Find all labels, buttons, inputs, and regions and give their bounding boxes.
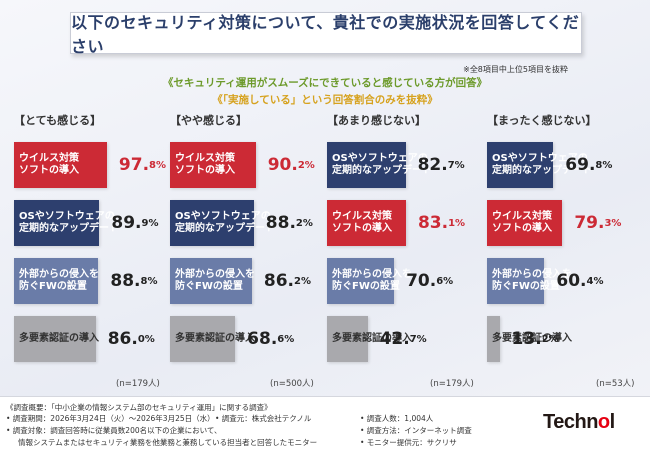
footer xyxy=(0,396,650,451)
bar xyxy=(487,258,545,304)
note: ※全8項目中上位5項目を抜粋 xyxy=(463,65,568,74)
bar-label: OSやソフトウェアの 定期的なアップデート xyxy=(492,153,592,176)
bar xyxy=(14,142,107,188)
bar xyxy=(327,142,406,188)
bar xyxy=(170,258,252,304)
bar xyxy=(170,200,254,246)
bar-label: 多要素認証の導入 xyxy=(332,333,412,344)
bar-row: 多要素認証の導入 13. 2% xyxy=(487,316,637,362)
group-label: 【やや感じる】 xyxy=(170,114,247,127)
value-label: 90. 2% xyxy=(267,155,315,175)
bar-label: ウイルス対策 ソフトの導入 xyxy=(19,153,79,176)
survey-subject-2: 情報システムまたはセキュリティ業務を他業務と兼務している担当者と回答したモニター xyxy=(18,438,318,447)
bar-row: ウイルス対策 ソフトの導入 97. 8% xyxy=(14,142,167,188)
bar-row: 多要素認証の導入 86. 0% xyxy=(14,316,164,362)
subtitle-2: 《「実施している」という回答割合のみを抜粋》 xyxy=(212,94,438,106)
bar xyxy=(327,258,395,304)
survey-title: 《調査概要：「中小企業の情報システム部のセキュリティ運用」に関する調査》 xyxy=(6,403,272,412)
bar xyxy=(487,200,563,246)
bar-label: 外部からの侵入を 防ぐFWの設置 xyxy=(492,269,572,292)
bar-label: ウイルス対策 ソフトの導入 xyxy=(175,153,235,176)
value-label: 88. 8% xyxy=(110,271,158,291)
group-column: 【あまり感じない】 OSやソフトウェアの 定期的なアップデート 82. 7% ウイルス対… xyxy=(327,112,477,362)
bar-label: OSやソフトウェアの 定期的なアップデート xyxy=(175,211,275,234)
survey-period: • 調査期間：2026年3月24日（火）～2026年3月25日（水） xyxy=(6,414,215,423)
bar xyxy=(170,316,236,362)
value-label: 42. 7% xyxy=(379,329,427,349)
sample-size: (n=179人) xyxy=(116,379,160,389)
bar-label: 多要素認証の導入 xyxy=(19,333,99,344)
bar-row: OSやソフトウェアの 定期的なアップデート 88. 2% xyxy=(170,200,320,246)
value-label: 13. 2% xyxy=(511,329,559,349)
survey-respondents: • 調査人数：1,004人 xyxy=(360,414,434,423)
value-label: 86. 0% xyxy=(107,329,155,349)
bar-label: 多要素認証の導入 xyxy=(175,333,255,344)
bar xyxy=(14,316,96,362)
value-label: 97. 8% xyxy=(118,155,167,175)
bar xyxy=(170,142,256,188)
bar-label: 外部からの侵入を 防ぐFWの設置 xyxy=(19,269,99,292)
bar-row: 多要素認証の導入 68. 6% xyxy=(170,316,320,362)
value-label: 60. 4% xyxy=(556,271,604,291)
value-label: 83. 1% xyxy=(417,213,466,233)
bar xyxy=(327,200,406,246)
bar-label: OSやソフトウェアの 定期的なアップデート xyxy=(19,211,119,234)
bar-label: ウイルス対策 ソフトの導入 xyxy=(332,211,392,234)
value-label: 68. 6% xyxy=(247,329,295,349)
sample-size: (n=179人) xyxy=(430,379,474,389)
bar-row: 外部からの侵入を 防ぐFWの設置 88. 8% xyxy=(14,258,164,304)
group-column: 【まったく感じない】 OSやソフトウェアの 定期的なアップデート 69. 8% ウイルス… xyxy=(487,112,637,362)
bar-row: 多要素認証の導入 42. 7% xyxy=(327,316,477,362)
bar-row: OSやソフトウェアの 定期的なアップデート 69. 8% xyxy=(487,142,637,188)
bar-label: 多要素認証の導入 xyxy=(492,333,572,344)
bar-row: OSやソフトウェアの 定期的なアップデート 89. 9% xyxy=(14,200,164,246)
group-label: 【あまり感じない】 xyxy=(327,114,426,127)
bar-row: ウイルス対策 ソフトの導入 83. 1% xyxy=(327,200,477,246)
bar-label: OSやソフトウェアの 定期的なアップデート xyxy=(332,153,432,176)
survey-provider: • モニター提供元：サクリサ xyxy=(360,438,457,447)
chart-title: 以下のセキュリティ対策について、貴社での実施状況を回答してください xyxy=(71,13,580,56)
value-label: 89. 9% xyxy=(111,213,159,233)
value-label: 70. 6% xyxy=(406,271,454,291)
bar xyxy=(487,142,554,188)
bar-row: 外部からの侵入を 防ぐFWの設置 60. 4% xyxy=(487,258,637,304)
bar-row: 外部からの侵入を 防ぐFWの設置 70. 6% xyxy=(327,258,477,304)
group-column: 【やや感じる】ウイルス対策 ソフトの導入 90. 2% OSやソフトウェアの 定期的な… xyxy=(170,112,320,362)
survey-subject-1: • 調査対象：調査回答時に従業員数200名以下の企業において、 xyxy=(6,426,222,435)
bar-row: ウイルス対策 ソフトの導入 79. 3% xyxy=(487,200,637,246)
sample-size: (n=53人) xyxy=(596,379,635,389)
title-box: 以下のセキュリティ対策について、貴社での実施状況を回答してください xyxy=(70,12,582,56)
group-column: 【とても感じる】ウイルス対策 ソフトの導入 97. 8% OSやソフトウェアの 定期的… xyxy=(14,112,167,362)
bar-row: ウイルス対策 ソフトの導入 90. 2% xyxy=(170,142,320,188)
group-label: 【とても感じる】 xyxy=(14,114,102,127)
company-logo: Technol xyxy=(543,411,615,433)
bar-row: OSやソフトウェアの 定期的なアップデート 82. 7% xyxy=(327,142,477,188)
value-label: 86. 2% xyxy=(263,271,311,291)
bar-label: 外部からの侵入を 防ぐFWの設置 xyxy=(332,269,412,292)
bar-label: 外部からの侵入を 防ぐFWの設置 xyxy=(175,269,255,292)
survey-method: • 調査方法：インターネット調査 xyxy=(360,426,472,435)
value-label: 69. 8% xyxy=(565,155,613,175)
sample-size: (n=500人) xyxy=(270,379,314,389)
bar xyxy=(14,200,100,246)
value-label: 79. 3% xyxy=(574,213,622,233)
value-label: 88. 2% xyxy=(265,213,313,233)
bar xyxy=(327,316,368,362)
bar xyxy=(487,316,500,362)
subtitle-1: 《セキュリティ運用がスムーズにできていると感じている方が回答》 xyxy=(162,77,488,89)
survey-organizer: • 調査元：株式会社テクノル xyxy=(215,414,312,423)
value-label: 82. 7% xyxy=(417,155,465,175)
bar-row: 外部からの侵入を 防ぐFWの設置 86. 2% xyxy=(170,258,320,304)
bar xyxy=(14,258,99,304)
group-label: 【まったく感じない】 xyxy=(487,114,597,127)
bar-label: ウイルス対策 ソフトの導入 xyxy=(492,211,552,234)
